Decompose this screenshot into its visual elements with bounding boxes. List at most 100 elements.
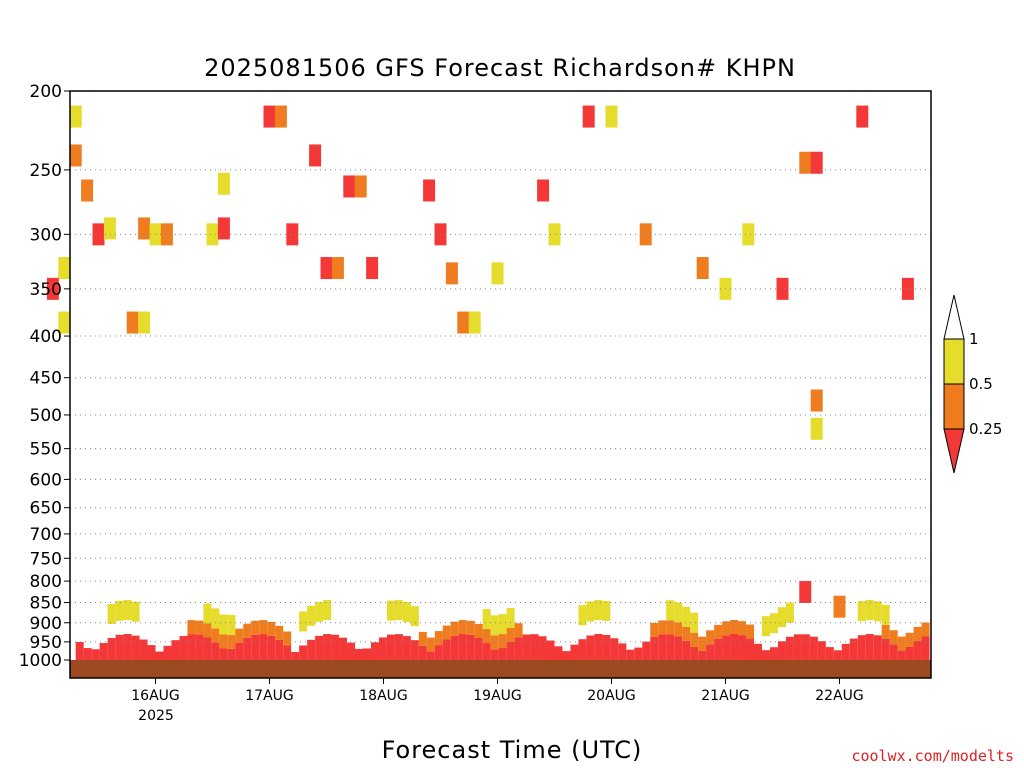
boundary-layer-cell [402,636,411,660]
boundary-layer-cell [578,639,587,660]
y-tick-label: 600 [30,470,62,490]
boundary-layer-cell [506,627,515,642]
heatmap-cell [468,311,481,334]
boundary-layer-cell [698,636,707,651]
boundary-layer-cell [458,620,467,635]
y-tick-label: 250 [30,161,62,181]
heatmap-cell [810,417,823,440]
y-axis: 200 250 300 350 400 450 500 550 600 650 700 750 8008… [19,82,70,671]
boundary-layer-cell [897,636,906,651]
x-year-label: 2025 [138,708,174,724]
boundary-layer-cell [307,605,316,626]
boundary-layer-cell [889,644,898,660]
boundary-layer-cell [394,634,403,660]
boundary-layer-cell [602,634,611,660]
boundary-layer-cell [426,651,435,660]
boundary-layer-cell [227,614,236,635]
heatmap-cell [537,179,550,202]
x-tick-label: 16AUG [131,688,180,704]
boundary-layer-cell [498,648,507,660]
boundary-layer-cell [155,651,164,660]
y-tick-label: 1000 [19,651,62,671]
boundary-layer-cell [394,600,403,621]
boundary-layer-cell [418,645,427,660]
boundary-layer-cell [873,635,882,660]
boundary-layer-cell [323,634,332,660]
boundary-layer-cell [251,620,260,635]
y-tick-label: 900 [30,614,62,634]
heatmap-cell [81,179,94,202]
boundary-layer-cell [386,600,395,621]
boundary-layer-cell [211,628,220,643]
boundary-layer-cell [594,600,603,621]
boundary-layer-cell [514,623,523,638]
boundary-layer-cell [674,622,683,637]
boundary-layer-cell [131,601,140,622]
boundary-layer-cell [83,648,92,660]
boundary-layer-cell [355,648,363,660]
boundary-layer-cell [849,638,858,660]
heatmap-cell [423,179,436,202]
heatmap-cell [354,175,367,198]
boundary-layer-cell [187,634,196,660]
boundary-layer-cell [825,647,834,660]
boundary-layer-cell [203,623,212,638]
heatmap-cell [286,223,299,246]
boundary-layer-cell [139,639,148,660]
heatmap-cell [605,105,618,128]
x-tick-label: 18AUG [359,688,408,704]
boundary-layer-cell [506,607,515,628]
boundary-layer-cell [99,643,108,660]
heatmap-cell [69,144,82,167]
heatmap-cell [160,223,173,246]
boundary-layer-cell [658,634,667,660]
boundary-layer-cell [634,647,643,660]
heatmap-cell [69,105,82,128]
boundary-layer-cell [331,634,340,660]
boundary-layer-cell [179,636,188,660]
boundary-layer-cell [442,625,451,640]
x-tick-label: 17AUG [245,688,294,704]
boundary-layer-cell [913,626,922,641]
boundary-layer-cell [442,639,451,660]
boundary-layer-cell [578,605,587,626]
x-axis: 16AUG 17AUG 18AUG 19AUG 20AUG 21AUG 22AUG [131,678,864,704]
boundary-layer-cell [730,620,739,635]
boundary-layer-cell [339,637,348,660]
boundary-layer-cell [682,606,691,627]
boundary-layer-cell [881,604,890,625]
boundary-layer-cell [594,634,603,660]
boundary-layer-cell [219,614,228,635]
heatmap-cell [138,311,151,334]
colorbar-bottom-arrow [943,428,965,474]
y-tick-label: 350 [30,280,62,300]
heatmap-cell [810,389,823,412]
boundary-layer-cell [777,607,786,628]
ground-band [70,660,931,678]
heatmap-cell [833,595,846,618]
boundary-layer-cell [402,602,411,623]
boundary-layer-cell [259,634,268,660]
boundary-layer-cell [259,620,268,635]
boundary-layer-cell [107,603,116,624]
boundary-layer-cell [275,639,284,660]
boundary-layer-cell [123,634,132,660]
boundary-layer-cell [793,634,802,660]
boundary-layer-cell [538,636,547,660]
boundary-layer-cell [474,624,483,639]
heatmap-cell [776,277,789,300]
boundary-layer-cell [426,637,435,652]
boundary-layer-cell [75,641,84,660]
boundary-layer-cell [362,648,371,660]
y-tick-label: 800 [30,572,62,592]
heatmap-cell [810,151,823,174]
boundary-layer-cell [347,642,356,660]
heatmap-cell [343,175,356,198]
boundary-layer-cell [498,614,507,635]
boundary-layer-cell [666,634,675,660]
boundary-layer-cell [243,623,252,638]
plot-background [70,91,931,678]
boundary-layer-cell [187,620,196,635]
y-tick-label: 200 [30,82,62,102]
